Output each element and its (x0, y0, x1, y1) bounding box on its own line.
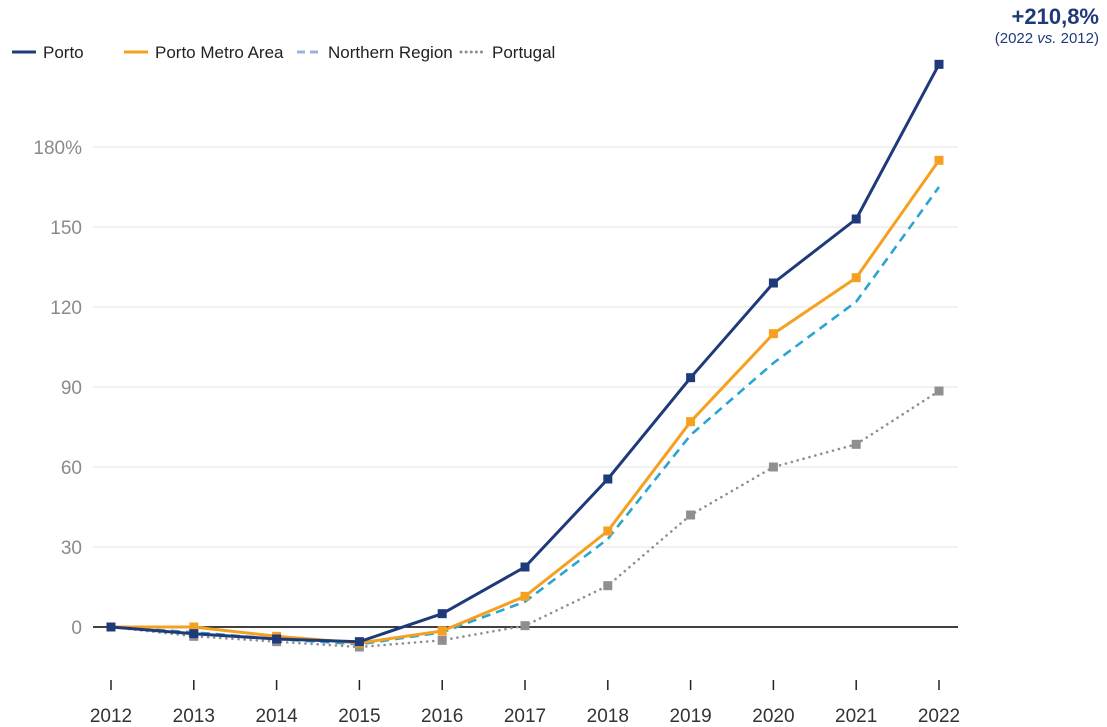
period-year-a: 2022 (999, 30, 1034, 47)
x-axis: 2012 2013 2014 2015 2016 2017 2018 2019 2020 2021… (90, 680, 960, 727)
series-line-northern-region (110, 186, 941, 646)
x-tick-label: 2016 (421, 706, 463, 727)
data-point (851, 439, 861, 449)
y-tick-label: 30 (61, 538, 82, 559)
x-tick-label: 2014 (255, 706, 298, 727)
data-point (437, 609, 447, 619)
growth-value: +210,8% (1011, 4, 1099, 29)
data-point (603, 474, 613, 484)
growth-callout: +210,8% (2022 vs. 2012) (995, 4, 1099, 47)
data-point (686, 417, 696, 427)
y-axis-ticks: 0 30 60 90 120 150 180% (33, 138, 82, 639)
x-tick-label: 2017 (504, 706, 546, 727)
data-point (768, 462, 778, 472)
data-point (686, 373, 696, 383)
data-point (437, 626, 447, 636)
gridlines (93, 146, 958, 628)
data-point (520, 591, 530, 601)
y-tick-label: 120 (50, 298, 82, 319)
x-tick-label: 2018 (587, 706, 629, 727)
data-point (603, 581, 613, 591)
data-point (934, 386, 944, 396)
growth-period: (2022 vs. 2012) (994, 30, 1099, 47)
series-line-portugal (109, 389, 941, 649)
y-tick-label: 90 (61, 378, 82, 399)
legend-label: Portugal (492, 43, 555, 62)
legend-label: Northern Region (328, 43, 453, 62)
data-point (189, 622, 199, 632)
legend-label: Porto Metro Area (155, 43, 284, 62)
data-point (934, 155, 944, 165)
data-point (768, 329, 778, 339)
data-point (520, 621, 530, 631)
data-point (851, 214, 861, 224)
x-tick-label: 2019 (669, 706, 711, 727)
x-tick-label: 2015 (338, 706, 380, 727)
data-point (106, 622, 116, 632)
y-tick-label: 180% (33, 138, 82, 159)
x-tick-label: 2013 (173, 706, 215, 727)
x-tick-label: 2022 (918, 706, 960, 727)
series-line-porto (110, 63, 941, 644)
data-point (851, 273, 861, 283)
period-year-b: 2012 (1060, 30, 1094, 47)
data-point (189, 629, 199, 639)
data-point (354, 637, 364, 647)
y-tick-label: 60 (61, 458, 82, 479)
data-point (520, 562, 530, 572)
data-point (603, 526, 613, 536)
series-group (106, 59, 944, 652)
x-tick-label: 2020 (752, 706, 794, 727)
data-point (934, 59, 944, 69)
legend: Porto Porto Metro Area Northern Region Port… (12, 43, 555, 62)
y-tick-label: 0 (71, 618, 82, 639)
data-point (437, 635, 447, 645)
x-tick-label: 2021 (835, 706, 877, 727)
legend-label: Porto (43, 43, 84, 62)
data-point (768, 278, 778, 288)
y-tick-label: 150 (50, 218, 82, 239)
period-vs: vs. (1037, 30, 1057, 47)
x-tick-label: 2012 (90, 706, 132, 727)
data-point (272, 634, 282, 644)
data-point (686, 510, 696, 520)
